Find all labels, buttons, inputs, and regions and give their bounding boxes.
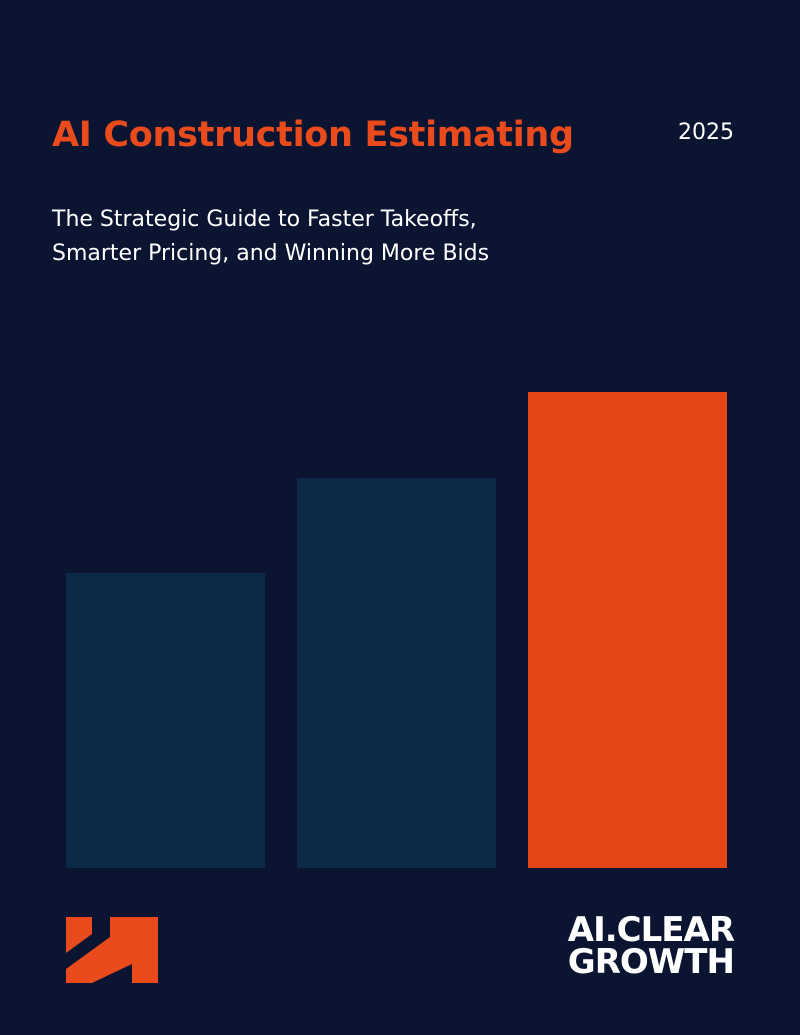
cover-subtitle-line-1: The Strategic Guide to Faster Takeoffs, — [52, 207, 477, 232]
bar-left — [66, 573, 265, 868]
cover-subtitle-line-2: Smarter Pricing, and Winning More Bids — [52, 241, 490, 266]
bar-middle — [297, 478, 496, 868]
cover-title: AI Construction Estimating — [52, 115, 574, 155]
brand-wordmark: AI.CLEAR GROWTH — [567, 910, 735, 982]
bar-right — [528, 392, 727, 868]
stepped-h-logo-icon — [66, 917, 158, 983]
brand-wordmark-line-1: AI.CLEAR — [567, 910, 735, 950]
brand-wordmark-line-2: GROWTH — [567, 942, 735, 982]
cover-subtitle: The Strategic Guide to Faster Takeoffs, … — [52, 203, 672, 271]
cover-year: 2025 — [678, 120, 734, 145]
